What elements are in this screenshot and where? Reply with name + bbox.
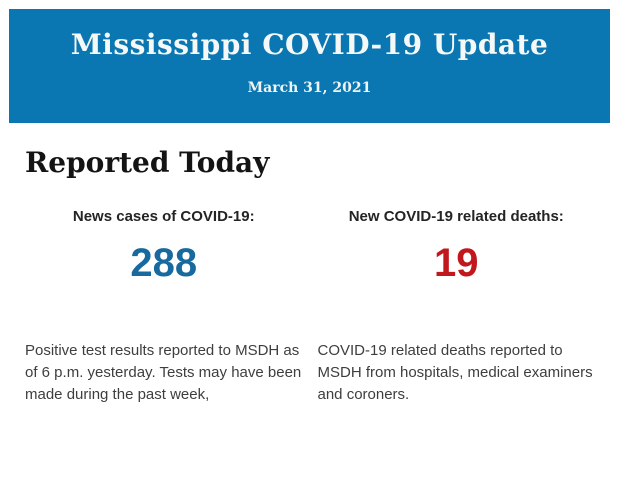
new-cases-value: 288 (130, 241, 198, 285)
new-cases-label: News cases of COVID-19: (72, 208, 255, 225)
new-deaths-label: New COVID-19 related deaths: (348, 208, 564, 225)
new-cases-description: Positive test results reported to MSDH a… (25, 342, 302, 403)
section-heading: Reported Today (25, 146, 270, 179)
page-title: Mississippi COVID-19 Update (70, 28, 549, 61)
stat-new-deaths: New COVID-19 related deaths: 19 COVID-19… (318, 207, 596, 406)
header-banner: Mississippi COVID-19 Update March 31, 20… (9, 9, 610, 123)
page: Mississippi COVID-19 Update March 31, 20… (0, 9, 620, 483)
stats-columns: News cases of COVID-19: 288 Positive tes… (25, 207, 595, 406)
new-deaths-description: COVID-19 related deaths reported to MSDH… (317, 342, 593, 403)
stat-new-cases: News cases of COVID-19: 288 Positive tes… (25, 207, 303, 406)
report-date: March 31, 2021 (247, 80, 372, 96)
new-deaths-value: 19 (434, 241, 479, 285)
content-area: Reported Today News cases of COVID-19: 2… (0, 144, 620, 406)
